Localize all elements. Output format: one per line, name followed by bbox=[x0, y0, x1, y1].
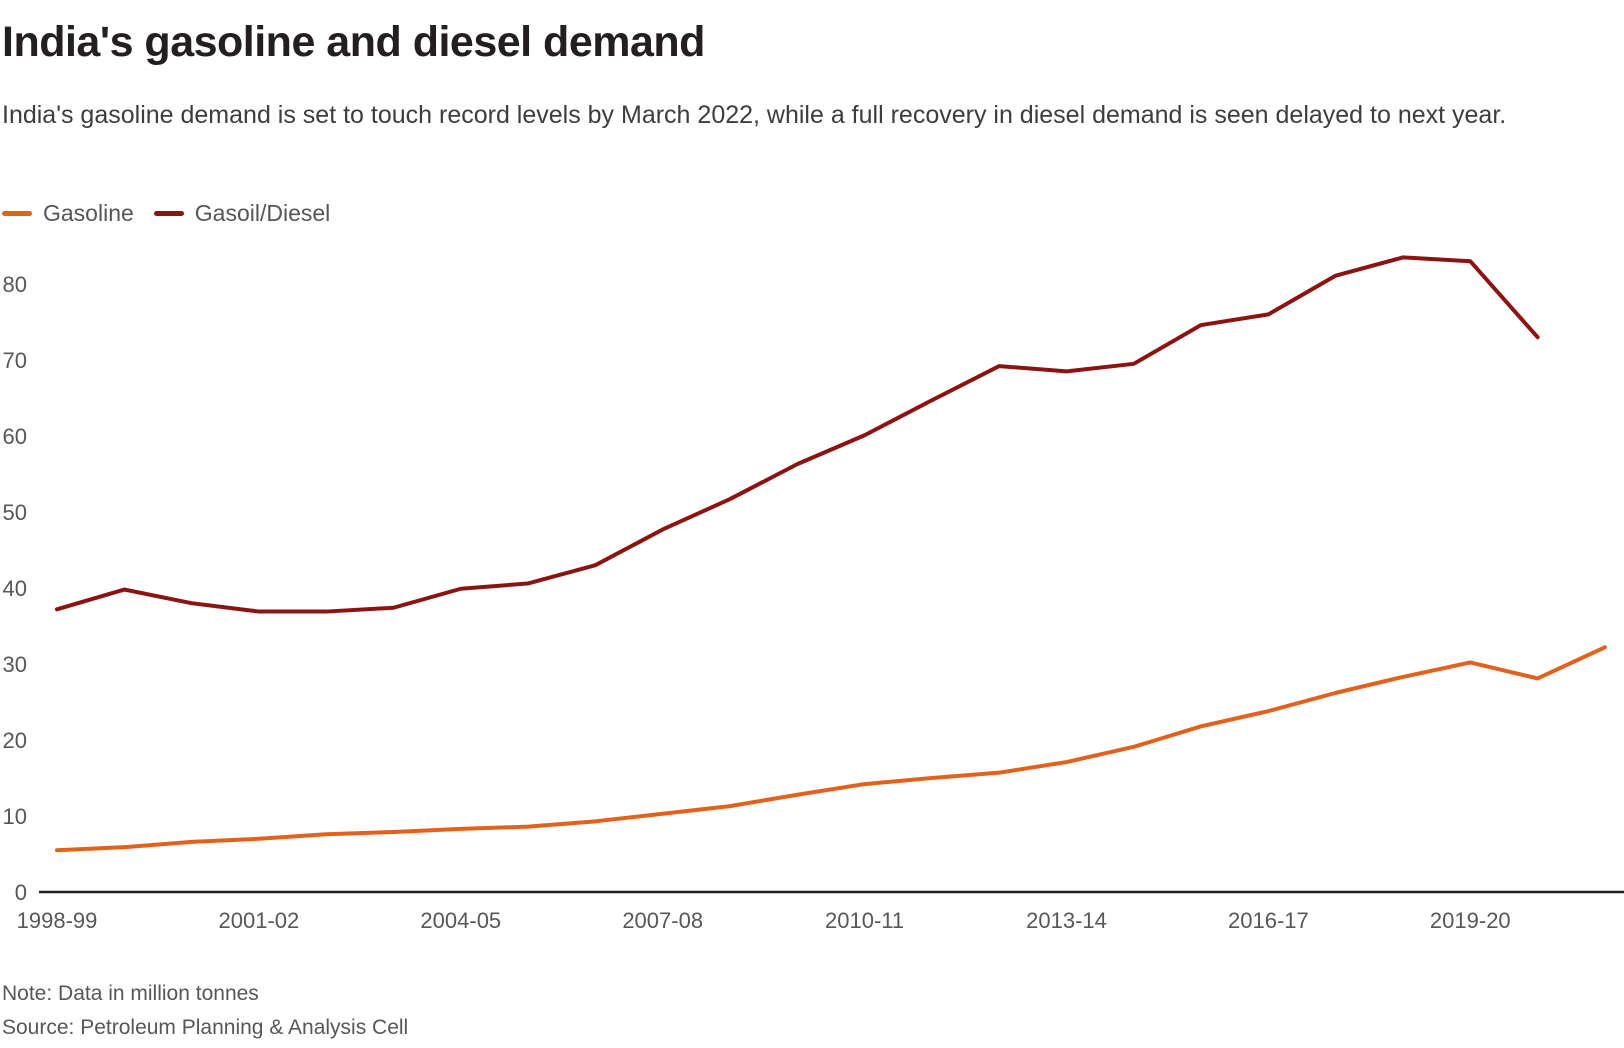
y-tick-label: 60 bbox=[3, 424, 27, 449]
y-tick-label: 70 bbox=[3, 348, 27, 373]
diesel-line-swatch bbox=[153, 211, 184, 216]
legend-item-diesel: Gasoil/Diesel bbox=[153, 200, 331, 227]
x-tick-label: 1998-99 bbox=[17, 908, 98, 933]
legend-item-gasoline: Gasoline bbox=[2, 200, 134, 227]
y-tick-label: 10 bbox=[3, 804, 27, 829]
x-tick-label: 2013-14 bbox=[1026, 908, 1107, 933]
legend-label-diesel: Gasoil/Diesel bbox=[194, 200, 331, 226]
legend-label-gasoline: Gasoline bbox=[43, 200, 134, 226]
gasoline-line-swatch bbox=[2, 211, 32, 216]
x-tick-label: 2004-05 bbox=[420, 908, 501, 933]
x-tick-label: 2016-17 bbox=[1228, 908, 1309, 933]
x-tick-label: 2019-20 bbox=[1430, 908, 1511, 933]
series-line-gasoil-diesel bbox=[55, 255, 1540, 614]
x-tick-label: 2010-11 bbox=[825, 908, 904, 933]
series-line-gasoline bbox=[55, 645, 1607, 853]
chart-note: Note: Data in million tonnes bbox=[2, 982, 259, 1005]
x-tick-label: 2007-08 bbox=[622, 908, 703, 933]
y-tick-label: 40 bbox=[3, 576, 27, 601]
y-tick-label: 50 bbox=[3, 500, 27, 525]
x-tick-label: 2001-02 bbox=[219, 908, 300, 933]
page-title: India's gasoline and diesel demand bbox=[2, 18, 705, 66]
chart-source: Source: Petroleum Planning & Analysis Ce… bbox=[2, 1016, 409, 1039]
chart-legend: Gasoline Gasoil/Diesel bbox=[2, 200, 330, 227]
y-tick-label: 80 bbox=[3, 272, 27, 297]
chart-subtitle: India's gasoline demand is set to touch … bbox=[2, 101, 1507, 129]
y-tick-label: 20 bbox=[3, 728, 27, 753]
y-tick-label: 30 bbox=[3, 652, 27, 677]
y-tick-label: 0 bbox=[15, 880, 27, 905]
